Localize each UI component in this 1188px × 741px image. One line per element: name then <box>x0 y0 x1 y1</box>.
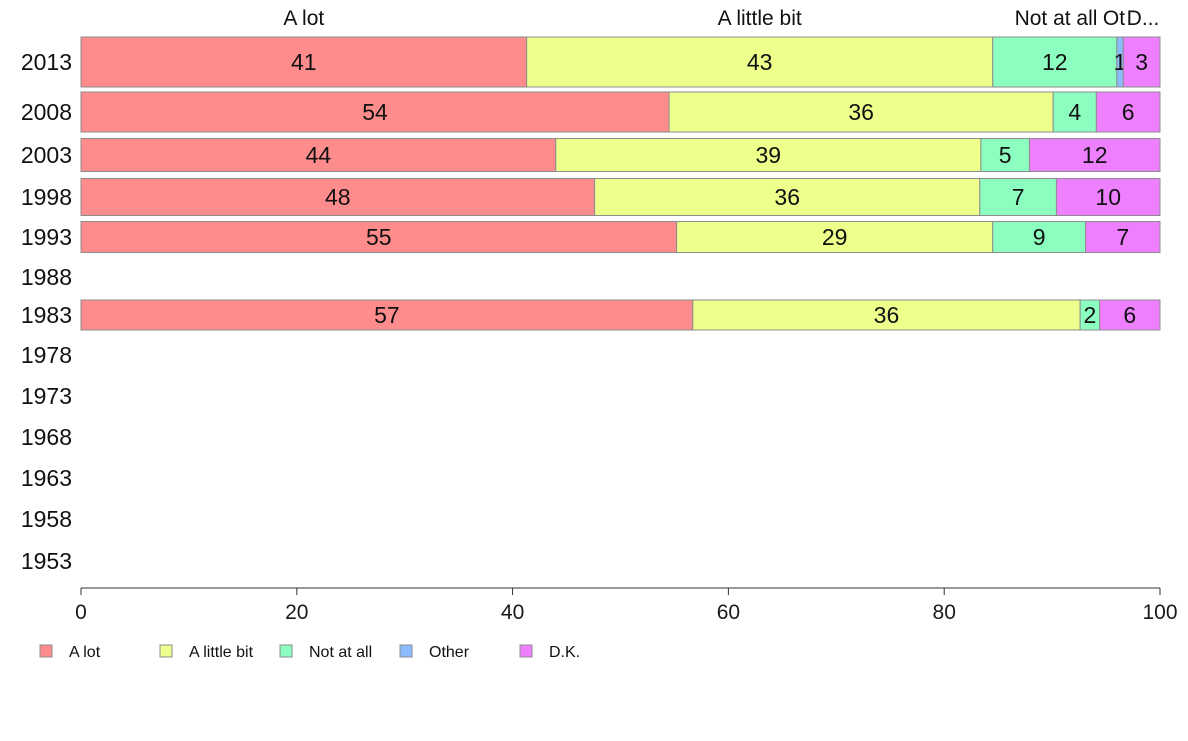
year-label-1968: 1968 <box>21 424 72 450</box>
bar-segment-2003-2 <box>980 138 1030 172</box>
year-label-1993: 1993 <box>21 224 72 250</box>
legend-label-4: D.K. <box>549 644 580 661</box>
year-label-1958: 1958 <box>21 506 72 532</box>
data-label-2003-1: 39 <box>756 142 782 168</box>
bar-segment-1998-2 <box>979 178 1057 216</box>
data-label-2008-1: 36 <box>848 99 874 125</box>
bar-segment-1993-4 <box>1085 221 1161 253</box>
data-label-1983-1: 36 <box>874 302 900 328</box>
data-label-1998-0: 48 <box>325 184 351 210</box>
year-label-1973: 1973 <box>21 383 72 409</box>
legend-swatch-1 <box>159 644 173 658</box>
legend-label-3: Other <box>429 644 470 661</box>
top-label-4: D... <box>1127 7 1160 30</box>
year-label-1983: 1983 <box>21 302 72 328</box>
bar-segment-1998-0 <box>80 178 596 216</box>
legend-swatch-3 <box>399 644 413 658</box>
data-label-1983-0: 57 <box>374 302 400 328</box>
data-label-1993-4: 7 <box>1116 224 1129 250</box>
x-tick-label-100: 100 <box>1142 601 1177 624</box>
data-label-1993-0: 55 <box>366 224 392 250</box>
bar-segment-2008-4 <box>1095 91 1161 133</box>
x-tick-label-0: 0 <box>75 601 87 624</box>
year-label-2008: 2008 <box>21 99 72 125</box>
legend-label-0: A lot <box>69 644 101 661</box>
bar-segment-1993-0 <box>80 221 678 253</box>
bar-segment-2003-0 <box>80 138 557 172</box>
data-label-2003-4: 12 <box>1082 142 1108 168</box>
legend-label-2: Not at all <box>309 644 372 661</box>
data-label-1998-1: 36 <box>774 184 800 210</box>
year-label-1978: 1978 <box>21 342 72 368</box>
top-label-3: Ot <box>1103 7 1125 30</box>
data-label-1983-2: 2 <box>1083 302 1096 328</box>
data-label-2008-2: 4 <box>1068 99 1081 125</box>
top-label-1: A little bit <box>718 7 802 30</box>
bar-segment-2013-2 <box>992 36 1118 88</box>
bar-segment-1993-1 <box>676 221 994 253</box>
x-tick-label-40: 40 <box>501 601 524 624</box>
x-tick-label-80: 80 <box>933 601 956 624</box>
data-label-2003-0: 44 <box>306 142 332 168</box>
year-label-1998: 1998 <box>21 184 72 210</box>
data-label-2013-0: 41 <box>291 49 317 75</box>
year-label-1988: 1988 <box>21 264 72 290</box>
data-label-1993-1: 29 <box>822 224 848 250</box>
bar-segment-1983-1 <box>692 299 1081 331</box>
bar-segment-2008-0 <box>80 91 670 133</box>
data-label-2008-4: 6 <box>1122 99 1135 125</box>
bar-segment-2008-2 <box>1052 91 1097 133</box>
bar-segment-2013-1 <box>526 36 994 88</box>
year-label-1963: 1963 <box>21 465 72 491</box>
x-tick-label-60: 60 <box>717 601 740 624</box>
x-tick-label-20: 20 <box>285 601 308 624</box>
top-label-0: A lot <box>283 7 324 30</box>
data-label-1998-4: 10 <box>1095 184 1121 210</box>
bar-segment-1998-1 <box>594 178 981 216</box>
data-label-2013-2: 12 <box>1042 49 1068 75</box>
year-label-2003: 2003 <box>21 142 72 168</box>
legend-swatch-2 <box>279 644 293 658</box>
data-label-2003-2: 5 <box>999 142 1012 168</box>
year-label-2013: 2013 <box>21 49 72 75</box>
data-label-1993-2: 9 <box>1033 224 1046 250</box>
bar-segment-1993-2 <box>992 221 1087 253</box>
data-label-2013-1: 43 <box>747 49 773 75</box>
data-label-2013-4: 3 <box>1135 49 1148 75</box>
legend-swatch-0 <box>39 644 53 658</box>
bar-segment-1983-4 <box>1099 299 1161 331</box>
bar-segment-2003-4 <box>1028 138 1161 172</box>
data-label-1983-4: 6 <box>1123 302 1136 328</box>
top-label-2: Not at all <box>1015 7 1098 30</box>
bar-segment-2013-0 <box>80 36 528 88</box>
legend-swatch-4 <box>519 644 533 658</box>
bar-segment-2013-4 <box>1122 36 1161 88</box>
data-label-1998-2: 7 <box>1012 184 1025 210</box>
year-label-1953: 1953 <box>21 548 72 574</box>
legend-label-1: A little bit <box>189 644 254 661</box>
data-label-2008-0: 54 <box>362 99 388 125</box>
bar-segment-1998-4 <box>1055 178 1161 216</box>
bar-segment-2008-1 <box>668 91 1054 133</box>
